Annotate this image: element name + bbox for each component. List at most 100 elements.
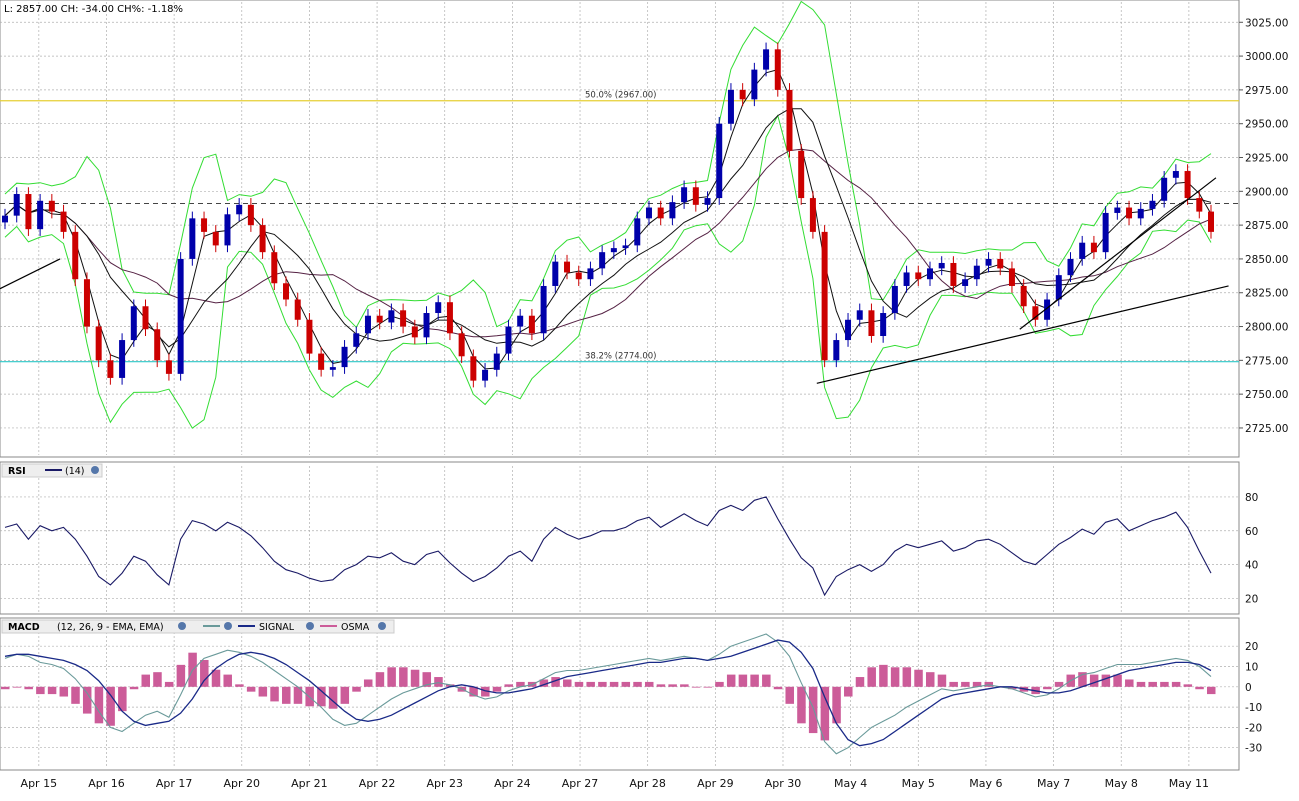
osma-bar (773, 686, 783, 690)
signal-toggle-icon[interactable] (306, 622, 314, 630)
osma-bar (1183, 684, 1193, 687)
osma-bar (855, 677, 865, 687)
osma-bar (680, 684, 689, 687)
candle-body (622, 245, 629, 249)
candle-body (821, 231, 828, 361)
osma-bar (762, 674, 771, 687)
osma-bar (1171, 681, 1181, 687)
candle-body (1161, 177, 1168, 201)
osma-bar (563, 679, 572, 687)
candle-body (845, 319, 852, 341)
candle-body (283, 283, 290, 300)
osma-bar (879, 664, 888, 687)
osma-toggle-icon[interactable] (378, 622, 386, 630)
osma-bar (598, 681, 607, 687)
candle-body (1032, 306, 1039, 320)
candle-body (540, 285, 547, 334)
candle-body (388, 310, 395, 323)
candle-body (997, 258, 1004, 269)
candle-body (716, 123, 723, 199)
candle-body (610, 248, 617, 253)
osma-bar (715, 681, 724, 687)
osma-bar (820, 686, 830, 741)
macd-settings-icon[interactable] (178, 622, 186, 630)
early-trendline (0, 258, 61, 290)
osma-bar (164, 681, 174, 687)
fib-50-label: 50.0% (2967.00) (585, 91, 657, 101)
price-tick-label: 2975.00 (1245, 85, 1288, 97)
candle-body (212, 231, 219, 246)
bollinger-lower (4, 114, 1212, 429)
osma-bar (867, 667, 876, 687)
x-axis-date-label: May 6 (969, 777, 1002, 790)
osma-bar (785, 686, 794, 704)
candle-body (575, 272, 582, 280)
x-axis-date-label: Apr 29 (697, 777, 734, 790)
candle-body (470, 356, 477, 381)
candle-body (833, 340, 840, 361)
rsi-legend: RSI (14) (1, 463, 103, 478)
macd-legend-box (1, 619, 395, 634)
osma-bar (410, 669, 420, 687)
osma-bar (422, 672, 432, 687)
price-tick-label: 2875.00 (1245, 220, 1288, 232)
candle-body (400, 310, 407, 327)
osma-bar (82, 686, 92, 714)
candle-body (704, 198, 711, 205)
candle-body (423, 313, 430, 338)
macd-tick-label: -20 (1245, 722, 1262, 734)
osma-bar (1136, 681, 1146, 687)
rsi-tick-label: 40 (1245, 560, 1258, 572)
osma-bar (656, 684, 666, 687)
candle-body (751, 69, 758, 100)
candle-body (692, 187, 699, 205)
osma-bar (832, 686, 841, 724)
candle-body (1126, 207, 1133, 219)
candle-body (107, 360, 114, 378)
candle-body (973, 265, 980, 280)
signal-label: SIGNAL (259, 622, 295, 633)
x-axis-date-label: May 5 (902, 777, 935, 790)
osma-bar (223, 674, 232, 687)
osma-bar (644, 681, 654, 687)
osma-bar (258, 686, 268, 697)
x-axis-date-label: May 7 (1037, 777, 1070, 790)
candle-body (681, 187, 688, 203)
candle-body (130, 306, 137, 341)
price-layer (0, 0, 1239, 429)
osma-bar (902, 667, 912, 687)
osma-bar (668, 684, 677, 687)
macd-param: (12, 26, 9 - EMA, EMA) (57, 622, 164, 633)
price-tick-label: 2950.00 (1245, 119, 1288, 131)
rsi-layer (4, 496, 1212, 597)
osma-bar (399, 667, 408, 687)
osma-bar (551, 677, 560, 687)
candle-body (83, 279, 90, 327)
candle-body (926, 268, 933, 280)
bollinger-upper (4, 0, 1212, 329)
osma-bar (24, 686, 33, 690)
osma-bar (609, 681, 619, 687)
candle-body (154, 329, 161, 361)
osma-bar (293, 686, 303, 704)
price-tick-label: 3000.00 (1245, 51, 1288, 63)
candle-body (177, 258, 184, 374)
candle-body (528, 315, 535, 334)
candle-body (48, 200, 55, 212)
rsi-settings-icon[interactable] (91, 466, 99, 474)
osma-bar (703, 686, 713, 688)
macd-line-toggle-icon[interactable] (224, 622, 232, 630)
x-axis-date-label: Apr 24 (494, 777, 531, 790)
price-panel-frame (0, 0, 1240, 458)
osma-bar (1195, 686, 1204, 690)
x-axis-date-label: May 11 (1169, 777, 1209, 790)
candle-body (739, 89, 746, 100)
osma-bar (504, 684, 513, 687)
osma-bar (914, 669, 923, 687)
candle-body (37, 200, 44, 230)
macd-tick-label: 0 (1245, 682, 1252, 694)
candle-body (353, 333, 360, 347)
candle-body (329, 367, 336, 370)
candle-body (1196, 198, 1203, 212)
